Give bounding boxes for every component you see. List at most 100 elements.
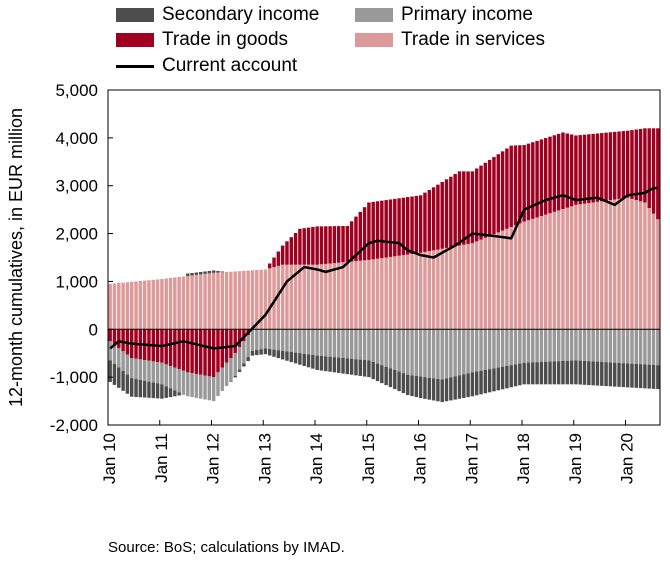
bar-trade-services — [367, 259, 371, 330]
bar-trade-goods — [479, 165, 483, 240]
bar-trade-services — [647, 208, 651, 330]
bar-trade-services — [319, 264, 324, 330]
bar-secondary-income — [194, 272, 199, 275]
bar-secondary-income — [565, 360, 570, 385]
bar-trade-services — [384, 257, 388, 330]
bar-secondary-income — [518, 363, 522, 386]
bar-secondary-income — [354, 359, 358, 376]
bar-trade-services — [492, 234, 496, 330]
legend-item-secondary-income: Secondary income — [116, 4, 319, 26]
bar-secondary-income — [384, 366, 388, 386]
bar-trade-services — [117, 283, 121, 330]
bar-primary-income — [160, 362, 164, 385]
bar-trade-services — [651, 213, 656, 330]
bar-trade-services — [630, 198, 634, 330]
bar-secondary-income — [492, 368, 496, 392]
bar-trade-services — [431, 250, 436, 330]
bar-secondary-income — [617, 362, 621, 387]
bar-trade-goods — [470, 171, 475, 244]
bar-secondary-income — [500, 366, 505, 390]
bar-trade-services — [578, 204, 582, 330]
bar-primary-income — [565, 329, 570, 361]
bar-primary-income — [354, 329, 358, 360]
bar-primary-income — [617, 329, 621, 363]
bar-trade-services — [108, 283, 112, 330]
bar-trade-goods — [177, 329, 181, 370]
bar-secondary-income — [380, 365, 384, 384]
bar-primary-income — [190, 373, 194, 398]
x-tick-label: Jan 19 — [566, 433, 585, 484]
bar-trade-goods — [211, 329, 216, 378]
bar-trade-goods — [367, 202, 371, 260]
bar-trade-services — [380, 258, 384, 330]
bar-trade-goods — [474, 168, 479, 242]
bar-trade-goods — [173, 329, 177, 368]
bar-trade-goods — [242, 329, 246, 342]
bar-trade-services — [574, 204, 578, 330]
bar-trade-goods — [509, 145, 513, 227]
bar-trade-goods — [418, 195, 423, 253]
bar-secondary-income — [336, 357, 341, 373]
bar-secondary-income — [543, 361, 548, 385]
y-axis-title: 12-month cumulatives, in EUR million — [6, 108, 26, 407]
bar-trade-services — [332, 263, 337, 330]
bar-primary-income — [423, 329, 427, 378]
bar-trade-services — [552, 211, 557, 330]
bar-primary-income — [224, 362, 229, 386]
bar-primary-income — [418, 329, 423, 377]
bar-trade-goods — [449, 176, 453, 248]
bar-primary-income — [569, 329, 574, 361]
bar-primary-income — [427, 329, 432, 378]
bar-trade-goods — [405, 197, 410, 255]
bar-trade-services — [539, 216, 544, 330]
bar-primary-income — [630, 329, 634, 364]
bar-trade-goods — [462, 171, 466, 245]
bar-secondary-income — [341, 358, 345, 374]
bar-primary-income — [203, 375, 207, 400]
bar-primary-income — [164, 364, 168, 387]
bar-trade-goods — [190, 329, 194, 374]
bar-primary-income — [293, 329, 298, 353]
bar-secondary-income — [289, 352, 294, 363]
bar-primary-income — [539, 329, 544, 362]
bar-secondary-income — [531, 362, 535, 385]
bar-secondary-income — [272, 349, 276, 357]
bar-secondary-income — [177, 392, 181, 396]
bar-trade-goods — [388, 199, 393, 257]
bar-trade-goods — [229, 329, 233, 358]
bar-primary-income — [453, 329, 457, 377]
bar-secondary-income — [405, 374, 410, 396]
bar-trade-services — [518, 223, 522, 330]
bar-trade-goods — [522, 145, 526, 222]
bar-trade-goods — [543, 138, 548, 215]
bar-trade-services — [543, 214, 548, 330]
bar-primary-income — [367, 329, 371, 361]
bar-primary-income — [332, 329, 337, 358]
bar-secondary-income — [634, 363, 639, 388]
bar-trade-goods — [276, 251, 281, 266]
bar-secondary-income — [397, 371, 401, 392]
bar-secondary-income — [436, 378, 440, 402]
bar-trade-goods — [306, 227, 311, 265]
bar-trade-goods — [112, 329, 117, 345]
bar-trade-goods — [423, 192, 427, 252]
bar-trade-services — [656, 219, 660, 330]
bar-primary-income — [173, 367, 177, 391]
bar-primary-income — [410, 329, 414, 376]
bar-secondary-income — [371, 361, 375, 380]
bar-secondary-income — [556, 361, 561, 385]
legend-item-trade-services: Trade in services — [355, 29, 545, 51]
current-account-line — [109, 186, 658, 350]
bar-trade-goods — [375, 201, 380, 259]
bar-primary-income — [440, 329, 444, 380]
bar-trade-goods — [289, 237, 294, 265]
bar-secondary-income — [285, 351, 289, 361]
y-tick-label: 0 — [89, 320, 98, 339]
bar-secondary-income — [587, 361, 591, 386]
bar-primary-income — [371, 329, 375, 362]
bars-group — [108, 128, 660, 403]
bar-primary-income — [375, 329, 380, 364]
source-note: Source: BoS; calculations by IMAD. — [108, 539, 345, 556]
y-tick-label: 5,000 — [55, 81, 98, 100]
bar-trade-goods — [436, 184, 440, 250]
